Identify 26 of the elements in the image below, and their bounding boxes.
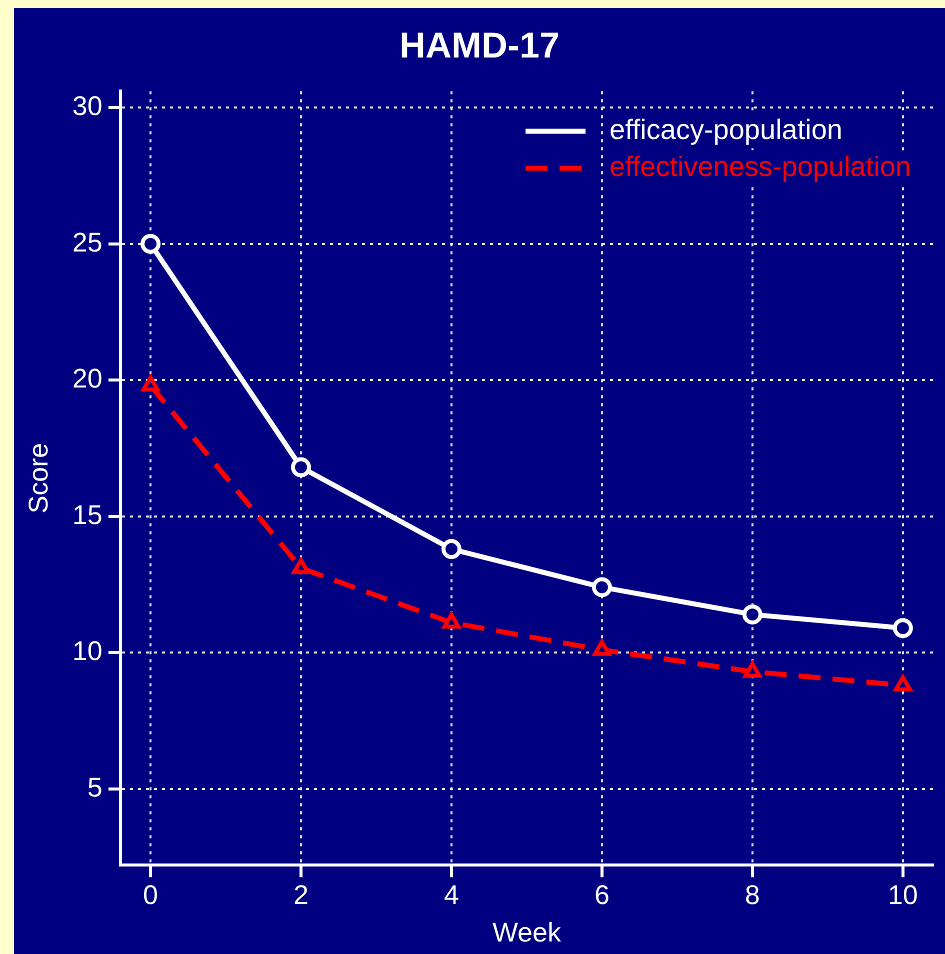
point xyxy=(894,675,912,692)
x-tick-label: 4 xyxy=(444,880,459,910)
y-axis-title: Score xyxy=(24,442,54,514)
point xyxy=(442,612,460,629)
y-tick-label: 25 xyxy=(72,227,102,258)
chart-title: HAMD-17 xyxy=(399,24,560,66)
y-tick-label: 20 xyxy=(72,364,102,394)
y-tick-label: 5 xyxy=(87,772,102,802)
point xyxy=(744,662,762,678)
y-tick-label: 15 xyxy=(72,500,102,530)
x-tick-label: 6 xyxy=(594,880,610,910)
point xyxy=(292,558,310,574)
x-tick-label: 0 xyxy=(143,880,158,910)
point xyxy=(142,376,160,392)
y-tick-label: 30 xyxy=(72,91,102,122)
point xyxy=(291,457,312,478)
y-tick-label: 10 xyxy=(72,636,102,666)
point xyxy=(593,640,611,656)
legend-label: effectiveness-population xyxy=(610,150,912,182)
legend-label: efficacy-population xyxy=(610,114,843,145)
point xyxy=(742,604,762,624)
x-tick-label: 8 xyxy=(744,880,760,910)
x-tick-label: 2 xyxy=(293,880,309,910)
x-tick-label: 10 xyxy=(888,880,918,910)
x-axis-title: Week xyxy=(492,917,562,948)
point xyxy=(140,234,161,254)
